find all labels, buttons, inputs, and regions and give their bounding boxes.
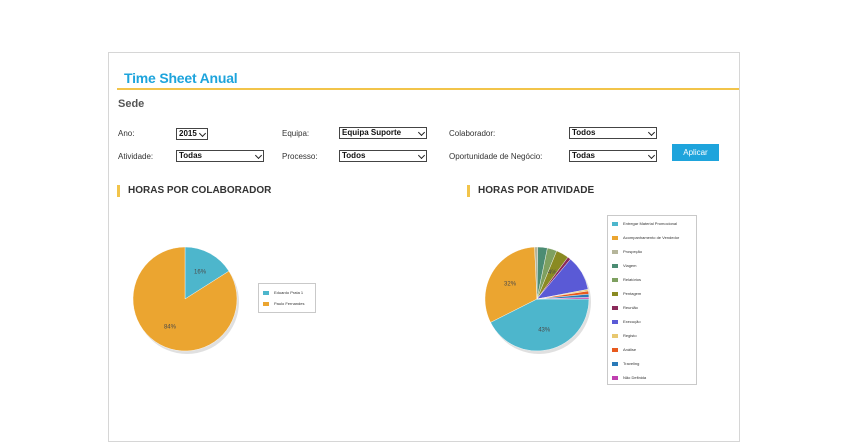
legend-label: Execução xyxy=(623,319,641,324)
legend-item: Relatórios xyxy=(612,277,641,282)
legend-swatch xyxy=(612,235,618,240)
section-title-colaborador: HORAS POR COLABORADOR xyxy=(117,185,271,197)
legend-label: Pentagem xyxy=(623,291,642,296)
time-sheet-panel: Time Sheet Anual Sede Ano: 2015 Equipa: … xyxy=(108,52,740,442)
pie-label-0: 43% xyxy=(538,327,551,333)
chevron-down-icon xyxy=(254,151,263,160)
legend-label: Traveling xyxy=(623,361,640,366)
chevron-down-icon xyxy=(198,129,207,138)
pie-slice-0 xyxy=(490,298,590,352)
chevron-down-icon xyxy=(647,151,656,160)
equipa-label: Equipa: xyxy=(282,129,310,138)
processo-select[interactable]: Todos xyxy=(339,150,427,162)
pie-chart-atividade: 43% 32% 4% xyxy=(484,246,591,354)
legend-label: Paulo Fernandes xyxy=(274,301,305,306)
processo-value: Todos xyxy=(342,151,366,160)
colaborador-label: Colaborador: xyxy=(449,129,496,138)
pie-label-5: 4% xyxy=(548,270,557,276)
equipa-value: Equipa Suporte xyxy=(342,128,402,137)
legend-item: Não Definida xyxy=(612,375,646,380)
legend-swatch xyxy=(612,291,618,296)
pie-slice-1 xyxy=(132,246,238,352)
legend-label: Reunião xyxy=(623,305,638,310)
ano-select[interactable]: 2015 xyxy=(176,128,208,140)
legend-item: Reunião xyxy=(612,305,638,310)
processo-label: Processo: xyxy=(282,152,318,161)
legend-atividade: Entregar Material Promocional Acompanhame… xyxy=(607,215,697,385)
legend-label: Entregar Material Promocional xyxy=(623,221,678,226)
legend-label: Análise xyxy=(623,347,637,352)
pie-slice-0 xyxy=(184,246,230,300)
legend-colaborador: Eduardo Prata 1 Paulo Fernandes xyxy=(258,283,316,313)
legend-item: Paulo Fernandes xyxy=(263,301,304,306)
ano-label: Ano: xyxy=(118,129,135,138)
atividade-value: Todas xyxy=(179,151,202,160)
legend-swatch xyxy=(612,333,618,338)
oportunidade-value: Todas xyxy=(572,151,595,160)
section-title-atividade: HORAS POR ATIVIDADE xyxy=(467,185,594,197)
legend-item: Análise xyxy=(612,347,636,352)
page-subtitle: Sede xyxy=(118,98,145,110)
chevron-down-icon xyxy=(647,128,656,137)
pie-label-0: 16% xyxy=(194,270,207,276)
pie-slice-11 xyxy=(536,297,590,300)
legend-label: Prospeção xyxy=(623,249,643,254)
legend-item: Traveling xyxy=(612,361,639,366)
atividade-select[interactable]: Todas xyxy=(176,150,264,162)
legend-label: Acompanhamento de Vendedor xyxy=(623,235,680,240)
colaborador-select[interactable]: Todos xyxy=(569,127,657,139)
legend-label: Não Definida xyxy=(623,375,647,380)
equipa-select[interactable]: Equipa Suporte xyxy=(339,127,427,139)
legend-swatch xyxy=(612,249,618,254)
legend-swatch xyxy=(612,319,618,324)
legend-label: Relatórios xyxy=(623,277,642,282)
legend-label: Eduardo Prata 1 xyxy=(274,290,304,295)
title-divider xyxy=(117,88,739,90)
legend-swatch xyxy=(612,305,618,310)
pie-slice-1 xyxy=(484,246,538,323)
legend-item: Acompanhamento de Vendedor xyxy=(612,235,679,240)
legend-swatch xyxy=(612,221,618,226)
legend-item: Pentagem xyxy=(612,291,641,296)
pie-label-1: 84% xyxy=(164,324,177,330)
pie-chart-colaborador: 16% 84% xyxy=(132,246,239,354)
page-title: Time Sheet Anual xyxy=(124,70,238,86)
oportunidade-label: Oportunidade de Negócio: xyxy=(449,152,543,161)
legend-item: Prospeção xyxy=(612,249,642,254)
legend-swatch xyxy=(612,347,618,352)
legend-item: Eduardo Prata 1 xyxy=(263,290,303,295)
legend-item: Registo xyxy=(612,333,637,338)
chevron-down-icon xyxy=(417,128,426,137)
apply-button[interactable]: Aplicar xyxy=(672,144,719,161)
legend-swatch xyxy=(263,290,269,295)
legend-label: Registo xyxy=(623,333,637,338)
oportunidade-select[interactable]: Todas xyxy=(569,150,657,162)
legend-swatch xyxy=(612,375,618,380)
legend-item: Entregar Material Promocional xyxy=(612,221,677,226)
pie-label-1: 32% xyxy=(504,281,517,287)
legend-swatch xyxy=(612,277,618,282)
chevron-down-icon xyxy=(417,151,426,160)
legend-item: Execução xyxy=(612,319,641,324)
legend-label: Viagem xyxy=(623,263,637,268)
atividade-label: Atividade: xyxy=(118,152,154,161)
legend-swatch xyxy=(612,361,618,366)
legend-swatch xyxy=(612,263,618,268)
colaborador-value: Todos xyxy=(572,128,596,137)
ano-value: 2015 xyxy=(179,129,197,138)
legend-swatch xyxy=(263,301,269,306)
legend-item: Viagem xyxy=(612,263,637,268)
